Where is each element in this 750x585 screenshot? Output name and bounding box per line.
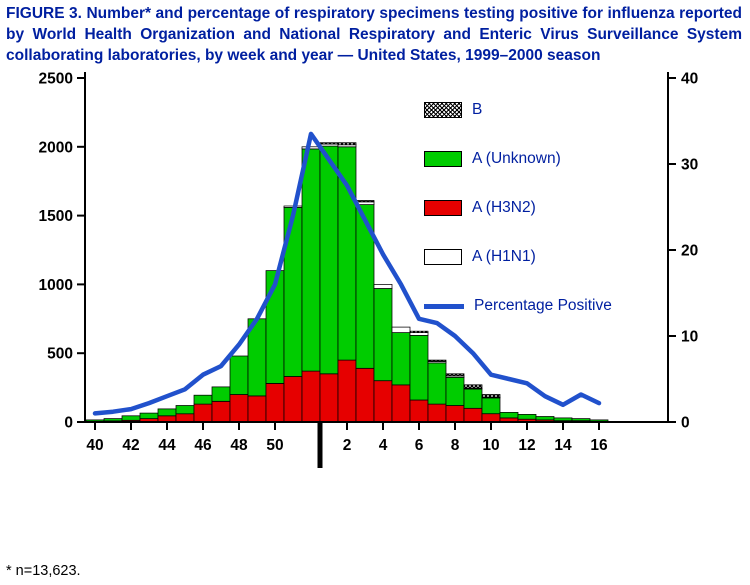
- x-axis-tick-label: 46: [194, 437, 212, 454]
- right-axis-tick-label: 40: [681, 71, 698, 88]
- figure-title: FIGURE 3. Number* and percentage of resp…: [6, 5, 742, 64]
- bar-segment: [391, 332, 411, 386]
- bar-segment: [319, 373, 339, 423]
- bar-segment: [229, 355, 249, 396]
- bar-segment: [427, 404, 447, 423]
- bar-segment: [301, 371, 321, 423]
- bar-segment: [409, 331, 429, 334]
- a-unknown-swatch: [424, 151, 462, 168]
- bar-segment: [337, 360, 357, 423]
- bar-segment: [301, 148, 321, 372]
- bar-segment: [481, 413, 501, 423]
- right-axis-tick-label: 0: [681, 415, 690, 432]
- bar-segment: [355, 368, 375, 423]
- right-axis-tick-label: 20: [681, 243, 698, 260]
- left-axis-tick-label: 1500: [39, 208, 73, 225]
- x-axis-tick-label: 48: [230, 437, 248, 454]
- x-axis-tick-label: 50: [266, 437, 283, 454]
- bar-segment: [373, 380, 393, 423]
- bar-segment: [247, 395, 267, 423]
- bar-segment: [463, 408, 483, 423]
- left-axis-tick-label: 0: [64, 415, 73, 432]
- x-axis-tick-label: 2: [343, 437, 352, 454]
- left-axis-tick-label: 2500: [39, 71, 73, 88]
- legend-label-a-h1n1: A (H1N1): [472, 248, 536, 266]
- bar-segment: [445, 377, 465, 407]
- x-axis-tick-label: 16: [590, 437, 608, 454]
- left-axis-tick-label: 2000: [39, 140, 73, 157]
- percentage-line-swatch: [424, 303, 464, 309]
- footnote: * n=13,623.: [6, 563, 81, 579]
- bar-segment: [427, 362, 447, 405]
- bar-segment: [355, 200, 375, 203]
- left-axis-tick-label: 500: [47, 346, 73, 363]
- bar-segment: [481, 397, 501, 415]
- x-axis-tick-label: 42: [122, 437, 139, 454]
- right-axis-tick-label: 10: [681, 329, 698, 346]
- x-axis-tick-label: 44: [158, 437, 176, 454]
- a-h1n1-swatch: [424, 249, 462, 266]
- bar-segment: [211, 386, 231, 402]
- bar-segment: [121, 415, 141, 421]
- bar-segment: [391, 327, 411, 334]
- legend-item-a-unknown: A (Unknown): [424, 149, 612, 169]
- bar-segment: [319, 146, 339, 375]
- chart-area: 0 500 1000 1500 2000 2500 0 10 20 30 40 40 42 44 46 48 5…: [0, 70, 750, 484]
- bar-segment: [517, 414, 537, 420]
- legend-label-a-h3n2: A (H3N2): [472, 199, 536, 217]
- x-axis-tick-label: 40: [86, 437, 103, 454]
- bar-segment: [265, 383, 285, 423]
- bar-segment: [193, 404, 213, 423]
- bar-segment: [337, 142, 357, 146]
- legend-item-a-h1n1: A (H1N1): [424, 247, 612, 267]
- bar-segment: [157, 408, 177, 417]
- bar-segment: [427, 360, 447, 363]
- x-axis-tick-label: 14: [554, 437, 572, 454]
- bar-segment: [409, 399, 429, 423]
- bar-segment: [571, 418, 591, 422]
- legend-item-b: B: [424, 100, 612, 120]
- x-axis-tick-label: 4: [379, 437, 388, 454]
- percentage-positive-line: [92, 131, 602, 416]
- bar-segment: [283, 376, 303, 423]
- x-axis-tick-label: 12: [518, 437, 535, 454]
- x-axis-tick-label: 8: [451, 437, 460, 454]
- bar-segment: [481, 394, 501, 398]
- x-axis-tick-label: 10: [482, 437, 499, 454]
- bar-segment: [229, 394, 249, 423]
- bar-segment: [553, 417, 573, 422]
- legend-label-percentage-positive: Percentage Positive: [474, 297, 612, 315]
- legend: B A (Unknown) A (H3N2) A (H1N1) Percenta…: [424, 100, 612, 345]
- legend-label-b: B: [472, 101, 483, 119]
- bar-segment: [463, 388, 483, 409]
- bar-segment: [211, 401, 231, 423]
- bar-segment: [301, 146, 321, 150]
- bar-segment: [463, 384, 483, 389]
- bar-segment: [445, 373, 465, 377]
- legend-item-a-h3n2: A (H3N2): [424, 198, 612, 218]
- bar-segment: [373, 284, 393, 290]
- a-h3n2-swatch: [424, 200, 462, 217]
- bar-segment: [445, 405, 465, 423]
- bar-segment: [193, 395, 213, 405]
- bar-segment: [499, 412, 519, 419]
- bar-segment: [319, 142, 339, 145]
- bar-segment: [175, 405, 195, 415]
- b-hatch-swatch: [424, 102, 462, 119]
- bar-segment: [373, 288, 393, 382]
- bar-segment: [103, 418, 123, 422]
- bar-segment: [409, 335, 429, 401]
- bar-segment: [535, 416, 555, 421]
- right-axis-tick-label: 30: [681, 157, 698, 174]
- bar-segment: [139, 413, 159, 420]
- x-axis-tick-label: 6: [415, 437, 424, 454]
- left-axis-tick-label: 1000: [39, 277, 73, 294]
- bar-segment: [391, 384, 411, 423]
- bar-segment: [175, 413, 195, 423]
- legend-item-percentage-positive: Percentage Positive: [424, 296, 612, 316]
- legend-label-a-unknown: A (Unknown): [472, 150, 561, 168]
